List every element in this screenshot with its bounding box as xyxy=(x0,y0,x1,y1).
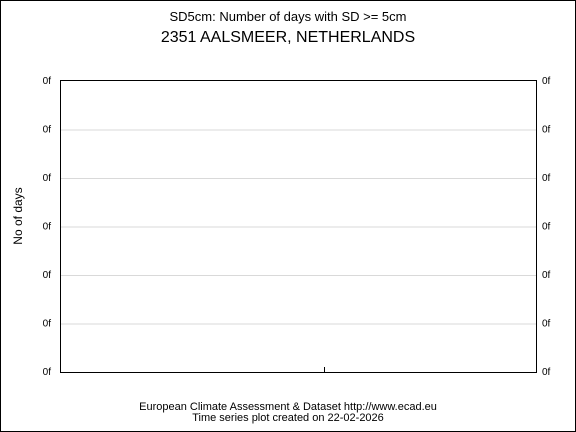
y-tick-label-right: 0f xyxy=(542,222,551,233)
plot-area xyxy=(60,80,537,373)
y-tick-label-left: 0f xyxy=(43,173,52,184)
y-tick-label-left: 0f xyxy=(43,367,52,378)
y-axis-label: No of days xyxy=(11,187,25,244)
y-tick-label-left: 0f xyxy=(43,270,52,281)
footer-created-date: Time series plot created on 22-02-2026 xyxy=(192,412,384,424)
tick-layer: 0f 0f 0f 0f 0f 0f 0f 0f 0f 0f 0f 0f 0f 0f xyxy=(43,76,551,378)
grid-layer xyxy=(61,129,536,325)
chart-subtitle: 2351 AALSMEER, NETHERLANDS xyxy=(161,29,415,46)
y-tick-label-left: 0f xyxy=(43,76,52,87)
y-tick-label-right: 0f xyxy=(542,76,551,87)
y-tick-label-left: 0f xyxy=(43,319,52,330)
footer-credit: European Climate Assessment & Dataset ht… xyxy=(139,401,437,413)
y-tick-label-right: 0f xyxy=(542,125,551,136)
y-tick-label-left: 0f xyxy=(43,125,52,136)
y-tick-label-right: 0f xyxy=(542,319,551,330)
y-tick-label-left: 0f xyxy=(43,222,52,233)
chart-title: SD5cm: Number of days with SD >= 5cm xyxy=(170,9,407,24)
y-tick-label-right: 0f xyxy=(542,270,551,281)
y-tick-label-right: 0f xyxy=(542,173,551,184)
y-tick-label-right: 0f xyxy=(542,367,551,378)
